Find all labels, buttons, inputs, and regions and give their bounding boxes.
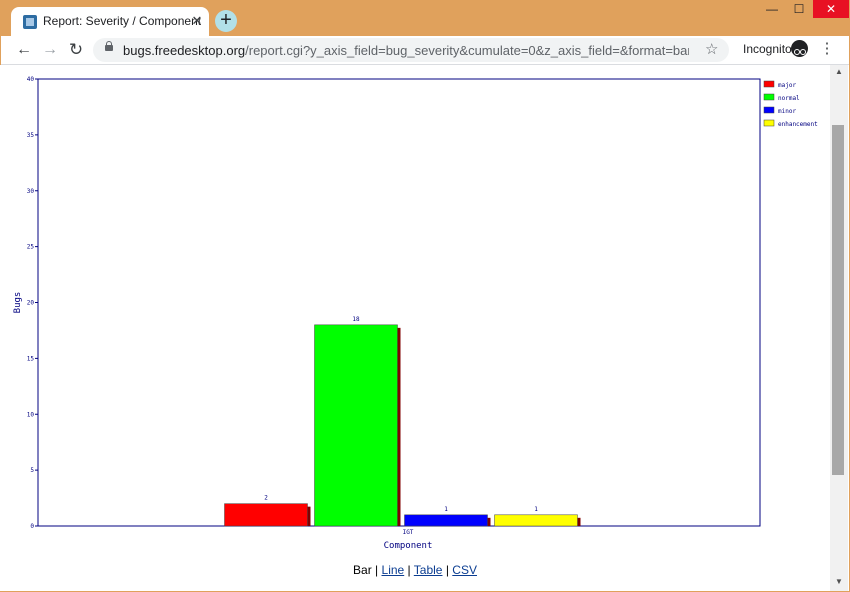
y-tick-label: 5 (30, 467, 34, 474)
incognito-icon[interactable] (791, 40, 808, 57)
format-separator: | (445, 563, 449, 577)
bar-minor (404, 514, 488, 527)
legend-label-enhancement: enhancement (778, 121, 818, 128)
legend-swatch-enhancement (763, 119, 775, 127)
bar-value-label: 1 (534, 506, 538, 513)
incognito-label: Incognito (743, 42, 792, 56)
forward-arrow-icon[interactable]: → (42, 41, 58, 58)
bar-value-label: 1 (444, 506, 448, 513)
tab-strip: Report: Severity / Component ✕ + — ☐ ✕ (1, 0, 849, 36)
y-tick-label: 35 (27, 132, 35, 139)
legend-label-minor: minor (778, 108, 796, 115)
bar-major (224, 503, 308, 527)
legend-swatch-major (763, 80, 775, 88)
vertical-scrollbar[interactable]: ▲ ▼ (830, 65, 848, 591)
y-tick-label: 0 (30, 523, 34, 530)
tab-close-icon[interactable]: ✕ (191, 13, 203, 28)
browser-toolbar: ← → ↻ bugs.freedesktop.org/report.cgi?y_… (1, 36, 849, 65)
legend-swatch-normal (763, 93, 775, 101)
menu-icon[interactable]: ⋮ (819, 40, 835, 57)
bar-enhancement (494, 514, 578, 527)
bar-normal (314, 324, 398, 527)
y-axis-label: Bugs (13, 292, 23, 314)
minimize-button[interactable]: — (766, 2, 778, 16)
url-text[interactable]: bugs.freedesktop.org/report.cgi?y_axis_f… (123, 43, 689, 58)
format-separator: | (407, 563, 411, 577)
lock-icon[interactable] (105, 41, 113, 51)
bar-value-label: 2 (264, 495, 268, 502)
bar-value-label: 18 (352, 316, 360, 323)
page-content: 0 5 10 15 20 25 30 35 40 Bugs 2 18 1 1 IGT Component maj… (0, 65, 830, 591)
tab-report[interactable]: Report: Severity / Component ✕ (11, 7, 209, 36)
url-domain: bugs.freedesktop.org (123, 43, 246, 58)
scroll-up-icon[interactable]: ▲ (835, 67, 843, 76)
y-tick-label: 25 (27, 244, 35, 251)
reload-icon[interactable]: ↻ (68, 40, 84, 59)
y-tick-label: 40 (27, 76, 35, 83)
new-tab-button[interactable]: + (215, 10, 237, 32)
format-links: Bar | Line | Table | CSV (0, 563, 830, 577)
legend-label-major: major (778, 82, 796, 89)
format-line-link[interactable]: Line (381, 563, 405, 577)
bar-chart: 0 5 10 15 20 25 30 35 40 Bugs 2 18 1 1 IGT Component maj… (13, 76, 818, 551)
star-icon[interactable]: ☆ (705, 41, 719, 58)
legend-label-normal: normal (778, 95, 800, 102)
favicon-icon (23, 15, 37, 29)
scroll-thumb[interactable] (832, 125, 844, 475)
url-path: /report.cgi?y_axis_field=bug_severity&cu… (245, 43, 689, 58)
window-close-button[interactable]: ✕ (813, 0, 849, 18)
address-bar[interactable]: bugs.freedesktop.org/report.cgi?y_axis_f… (93, 38, 729, 62)
maximize-button[interactable]: ☐ (793, 2, 805, 16)
y-tick-label: 30 (27, 188, 35, 195)
format-csv-link[interactable]: CSV (452, 563, 477, 577)
back-arrow-icon[interactable]: ← (16, 41, 32, 58)
x-tick-label: IGT (403, 529, 414, 536)
format-table-link[interactable]: Table (413, 563, 443, 577)
y-tick-label: 20 (27, 300, 35, 307)
y-tick-label: 15 (27, 355, 35, 362)
x-axis-label: Component (384, 541, 433, 551)
format-separator: | (375, 563, 379, 577)
y-tick-label: 10 (27, 411, 35, 418)
tab-title: Report: Severity / Component (43, 14, 202, 28)
legend-swatch-minor (763, 106, 775, 114)
format-bar-current: Bar (353, 563, 372, 577)
scroll-down-icon[interactable]: ▼ (835, 577, 843, 586)
